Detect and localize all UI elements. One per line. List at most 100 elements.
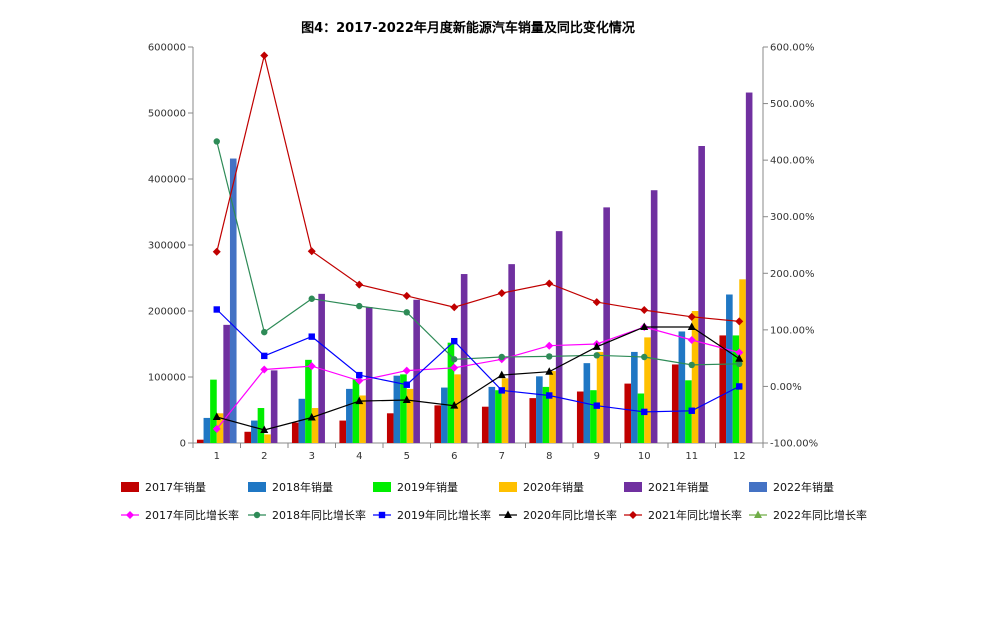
point-2019-m9 xyxy=(593,402,600,409)
legend-label: 2020年同比增长率 xyxy=(523,508,617,522)
legend-label: 2018年同比增长率 xyxy=(272,508,366,522)
point-2020-m7 xyxy=(497,370,506,379)
legend-marker xyxy=(504,510,512,518)
bar-2021-m5 xyxy=(413,299,420,443)
bar-2019-m2 xyxy=(257,408,265,443)
bar-2018-m3 xyxy=(298,398,306,443)
point-2018-m3 xyxy=(308,295,315,302)
legend-swatch-bar xyxy=(248,482,266,492)
legend-label: 2018年销量 xyxy=(272,480,333,494)
point-2019-m12 xyxy=(736,383,743,390)
point-2020-m2 xyxy=(260,425,269,433)
bar-2019-m8 xyxy=(542,386,550,443)
y-left-tick-label: 500000 xyxy=(148,109,186,120)
y-right-tick-label: 300.00% xyxy=(770,212,815,223)
point-2018-m4 xyxy=(356,302,363,310)
bar-2018-m12 xyxy=(726,294,733,443)
bar-2017-m1 xyxy=(196,439,204,443)
x-tick-label: 11 xyxy=(685,451,698,462)
point-2019-m5 xyxy=(403,381,410,388)
bar-2018-m10 xyxy=(631,351,638,443)
legend-swatch-bar xyxy=(499,482,517,492)
point-2019-m3 xyxy=(308,333,315,340)
legend-label: 2019年销量 xyxy=(397,480,458,494)
bar-2017-m10 xyxy=(624,383,632,443)
point-2020-m5 xyxy=(402,395,411,404)
y-left-tick-label: 600000 xyxy=(148,43,186,54)
bar-2021-m12 xyxy=(745,92,753,443)
legend: 2017年销量 2018年销量 2019年销量 2020年销量 2021年销量 2022年… xyxy=(121,480,867,522)
point-2019-m7 xyxy=(498,387,505,394)
point-2020-m11 xyxy=(687,322,696,331)
point-2018-m7 xyxy=(498,353,505,361)
bar-2021-m11 xyxy=(698,146,705,443)
x-tick-label: 4 xyxy=(356,451,362,462)
point-2021-m10 xyxy=(640,306,649,315)
point-2017-m2 xyxy=(260,365,269,374)
y-left-tick-label: 200000 xyxy=(148,307,186,318)
bar-2019-m4 xyxy=(352,378,360,443)
point-2018-m8 xyxy=(546,353,553,360)
x-tick-label: 3 xyxy=(309,451,315,462)
bar-series-group xyxy=(196,92,753,444)
y-right-tick-label: 500.00% xyxy=(770,99,815,110)
legend-swatch-bar xyxy=(749,482,767,492)
bar-2019-m11 xyxy=(685,380,692,443)
bar-2019-m7 xyxy=(495,390,502,443)
bar-2021-m8 xyxy=(555,231,563,443)
point-2020-m10 xyxy=(640,322,649,331)
bar-2019-m9 xyxy=(590,390,597,443)
legend-label: 2017年同比增长率 xyxy=(145,508,239,522)
legend-marker xyxy=(629,511,637,519)
y-right-tick-label: 600.00% xyxy=(770,43,815,54)
bar-2017-m8 xyxy=(529,398,537,443)
y-left-tick-label: 400000 xyxy=(148,175,186,186)
legend-label: 2019年同比增长率 xyxy=(397,508,491,522)
legend-label: 2022年同比增长率 xyxy=(773,508,867,522)
point-2021-m1 xyxy=(212,247,221,256)
legend-swatch-bar xyxy=(121,482,139,492)
bar-2019-m1 xyxy=(210,379,217,443)
point-2018-m9 xyxy=(593,352,600,359)
x-tick-label: 12 xyxy=(733,451,746,462)
legend-marker xyxy=(253,511,261,519)
point-2020-m12 xyxy=(735,354,744,362)
bar-2020-m1 xyxy=(216,413,224,443)
bar-2017-m3 xyxy=(291,422,299,443)
chart-title: 图4：2017-2022年月度新能源汽车销量及同比变化情况 xyxy=(301,20,635,36)
bar-2019-m6 xyxy=(447,342,455,443)
bar-2017-m5 xyxy=(386,413,394,443)
point-2017-m8 xyxy=(545,341,554,350)
point-2021-m2 xyxy=(260,51,269,60)
point-2018-m11 xyxy=(688,361,695,369)
bar-2020-m7 xyxy=(501,378,509,443)
point-2020-m9 xyxy=(592,342,601,350)
bar-2017-m4 xyxy=(339,420,347,443)
bar-2018-m1 xyxy=(203,417,211,443)
x-tick-label: 6 xyxy=(451,451,457,462)
y-right-tick-label: 100.00% xyxy=(770,325,815,336)
bar-2019-m3 xyxy=(305,359,312,443)
point-2019-m1 xyxy=(213,306,220,313)
bar-2021-m1 xyxy=(223,324,230,443)
legend-label: 2020年销量 xyxy=(523,480,584,494)
bar-2020-m11 xyxy=(691,311,699,443)
bar-2017-m9 xyxy=(576,391,584,443)
y-right-tick-label: 200.00% xyxy=(770,269,815,280)
bar-2022-m1 xyxy=(229,158,237,444)
bar-2018-m2 xyxy=(251,420,258,443)
point-2018-m12 xyxy=(736,360,743,367)
line-series-2017 xyxy=(216,326,740,430)
bar-2018-m8 xyxy=(536,376,543,443)
bar-2020-m4 xyxy=(359,395,366,443)
legend-label: 2017年销量 xyxy=(145,480,206,494)
point-2019-m2 xyxy=(261,352,268,360)
bar-2018-m7 xyxy=(488,386,496,443)
point-2020-m4 xyxy=(355,396,364,405)
bar-2021-m7 xyxy=(508,264,515,443)
bar-2017-m2 xyxy=(244,431,252,443)
bar-2018-m11 xyxy=(678,331,686,443)
point-2021-m9 xyxy=(592,298,601,307)
axes: 0 100000 200000 300000 400000 500000 600000 -10… xyxy=(148,43,818,463)
legend-swatch-bar xyxy=(624,482,642,492)
